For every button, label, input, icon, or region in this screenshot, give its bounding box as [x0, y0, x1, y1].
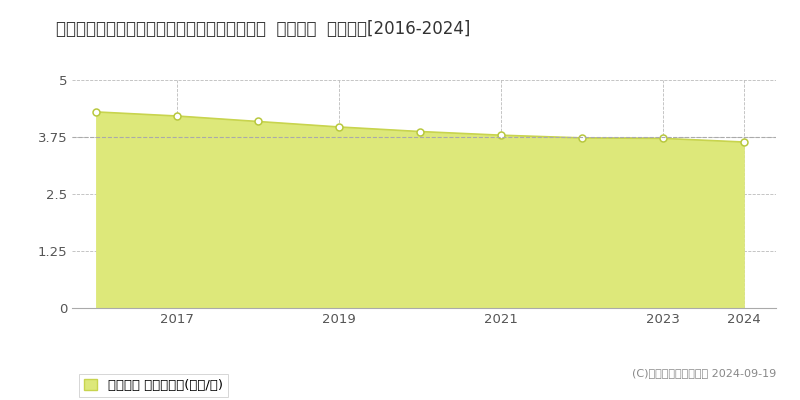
Point	[738, 139, 750, 145]
Text: (C)土地価格ドットコム 2024-09-19: (C)土地価格ドットコム 2024-09-19	[632, 368, 776, 378]
Point	[414, 128, 426, 135]
Point	[494, 132, 507, 138]
Point	[333, 124, 346, 130]
Point	[90, 109, 102, 115]
Point	[575, 135, 588, 141]
Point	[252, 118, 265, 125]
Point	[656, 135, 669, 142]
Point	[170, 113, 183, 119]
Legend: 基準地価 平均坪単価(万円/坪): 基準地価 平均坪単価(万円/坪)	[78, 374, 228, 397]
Text: 北海道久遠郡せたな町北檜山区北檜山８３番２  基準地価  地価推移[2016-2024]: 北海道久遠郡せたな町北檜山区北檜山８３番２ 基準地価 地価推移[2016-202…	[56, 20, 470, 38]
